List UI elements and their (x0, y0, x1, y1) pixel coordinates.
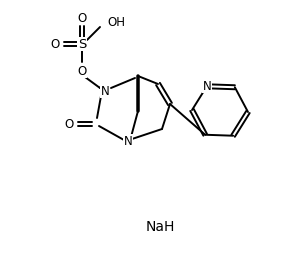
Text: OH: OH (107, 16, 125, 28)
Text: S: S (78, 38, 86, 51)
Text: O: O (50, 38, 59, 51)
Text: NaH: NaH (145, 220, 175, 234)
Text: O: O (64, 118, 74, 131)
Text: N: N (202, 80, 211, 93)
Text: O: O (77, 11, 87, 25)
Text: O: O (77, 64, 87, 77)
Text: N: N (101, 84, 110, 97)
Text: N: N (124, 134, 132, 147)
